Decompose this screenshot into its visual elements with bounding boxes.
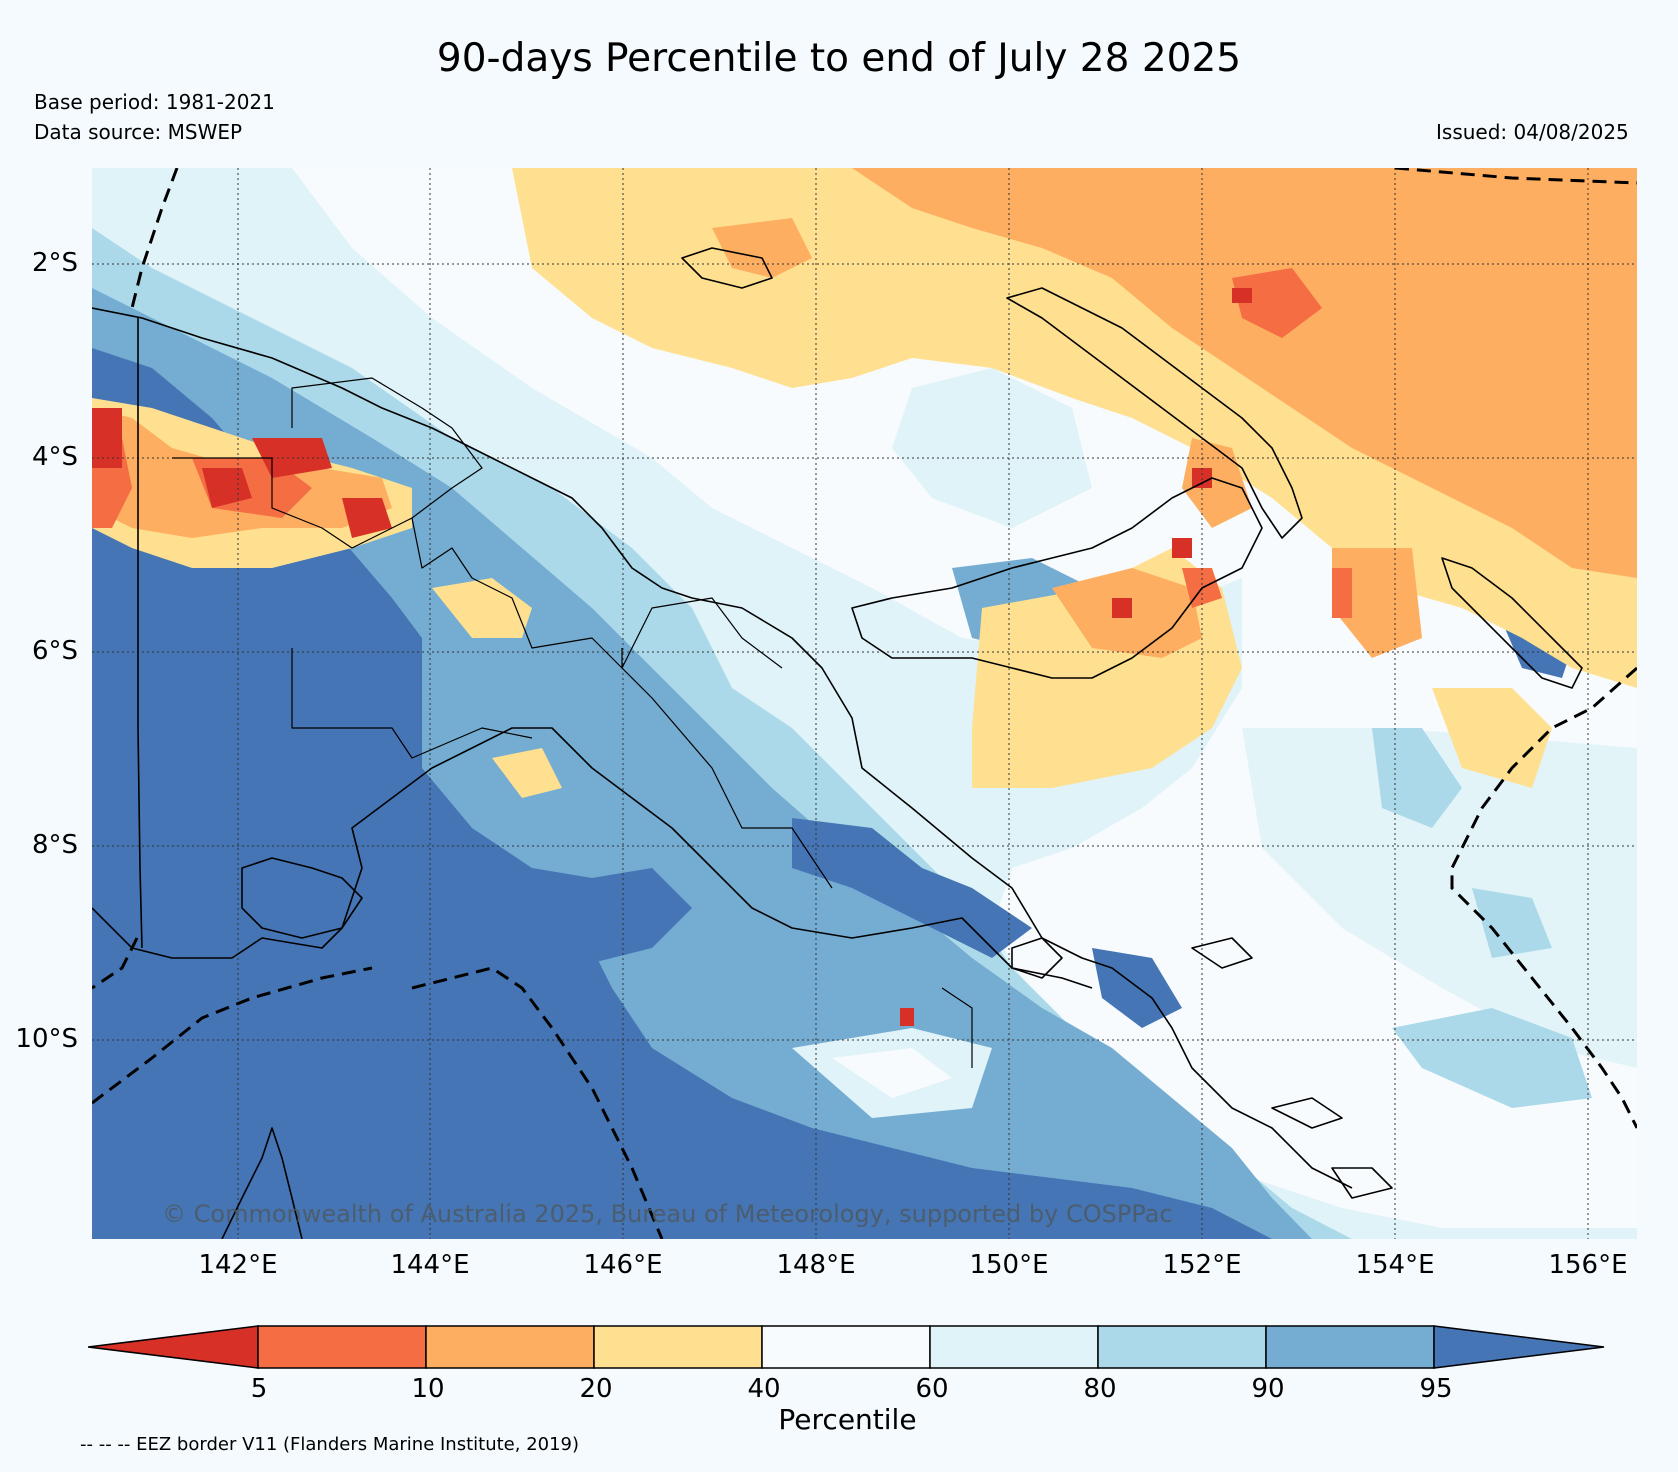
lat-label-8s: 8°S: [31, 830, 78, 860]
lat-label-2s: 2°S: [31, 248, 78, 278]
colorbar-tick-5: 5: [250, 1374, 268, 1404]
lon-label-154e: 154°E: [1355, 1250, 1435, 1280]
lon-label-142e: 142°E: [198, 1250, 278, 1280]
map-title: 90-days Percentile to end of July 28 202…: [436, 36, 1242, 81]
colorbar: [88, 1325, 1605, 1369]
lat-label-6s: 6°S: [31, 636, 78, 666]
issued-date: Issued: 04/08/2025: [1436, 120, 1629, 144]
lat-label-10s: 10°S: [15, 1024, 78, 1054]
percentile-map: [92, 168, 1637, 1239]
colorbar-segment-below-5: [88, 1325, 259, 1369]
colorbar-tick-60: 60: [915, 1374, 949, 1404]
colorbar-tick-80: 80: [1083, 1374, 1117, 1404]
colorbar-segment-1: [257, 1325, 427, 1369]
base-period: Base period: 1981-2021: [34, 90, 275, 114]
colorbar-tick-95: 95: [1419, 1374, 1453, 1404]
colorbar-tick-10: 10: [411, 1374, 445, 1404]
lon-label-146e: 146°E: [583, 1250, 663, 1280]
colorbar-segment-2: [425, 1325, 595, 1369]
eez-footnote: -- -- -- EEZ border V11 (Flanders Marine…: [80, 1434, 580, 1455]
lon-label-148e: 148°E: [776, 1250, 856, 1280]
lat-label-4s: 4°S: [31, 442, 78, 472]
colorbar-tick-20: 20: [579, 1374, 613, 1404]
colorbar-segment-above-95: [1433, 1325, 1605, 1369]
lon-label-150e: 150°E: [969, 1250, 1049, 1280]
copyright-credit: © Commonwealth of Australia 2025, Bureau…: [162, 1200, 1173, 1228]
colorbar-segment-4: [761, 1325, 931, 1369]
colorbar-segment-6: [1097, 1325, 1267, 1369]
colorbar-tick-90: 90: [1251, 1374, 1285, 1404]
colorbar-segment-5: [929, 1325, 1099, 1369]
data-source: Data source: MSWEP: [34, 120, 243, 144]
colorbar-segment-7: [1265, 1325, 1435, 1369]
colorbar-title: Percentile: [778, 1403, 917, 1436]
lon-label-156e: 156°E: [1548, 1250, 1628, 1280]
colorbar-tick-40: 40: [747, 1374, 781, 1404]
lon-label-152e: 152°E: [1162, 1250, 1242, 1280]
colorbar-segment-3: [593, 1325, 763, 1369]
lon-label-144e: 144°E: [390, 1250, 470, 1280]
